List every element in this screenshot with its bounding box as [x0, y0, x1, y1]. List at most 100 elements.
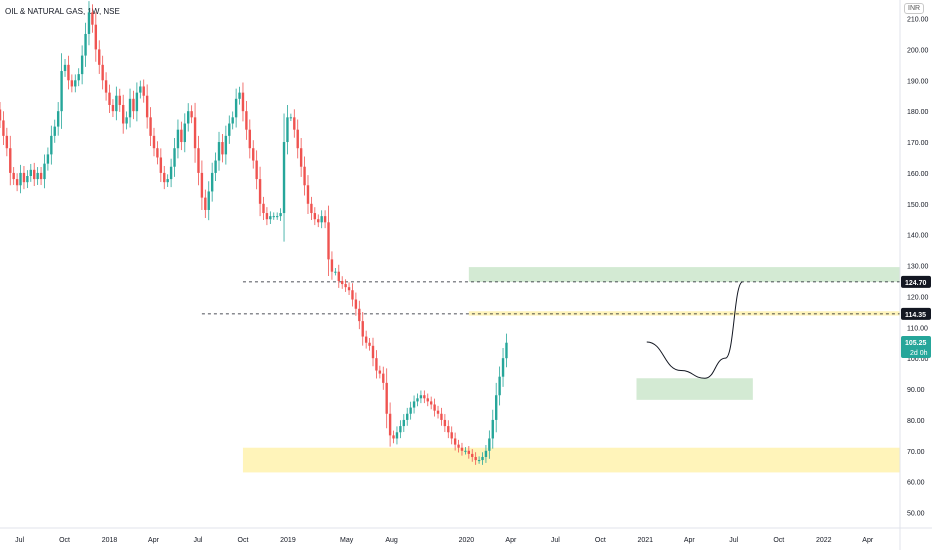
candle-body: [337, 271, 340, 281]
candle-body: [484, 450, 488, 457]
candle-body: [22, 172, 26, 183]
y-tick-label: 130.00: [907, 264, 929, 271]
x-tick-label: Jul: [551, 537, 560, 544]
candle-body: [33, 169, 36, 180]
candle-body: [197, 148, 200, 173]
candle-body: [491, 419, 494, 439]
candle-body: [450, 432, 453, 439]
candle-body: [388, 413, 392, 436]
candle-body: [111, 104, 115, 112]
candle-body: [173, 148, 176, 167]
candle-body: [125, 117, 128, 124]
yellow-resistance-zone: [468, 311, 900, 316]
candle-body: [163, 172, 166, 183]
chart-title: OIL & NATURAL GAS, 1W, NSE: [5, 7, 120, 16]
y-tick-label: 90.00: [907, 387, 925, 394]
candle-body: [303, 166, 306, 186]
candle-body: [327, 222, 330, 260]
candle-body: [5, 135, 9, 149]
candle-body: [91, 12, 94, 25]
candle-body: [193, 117, 197, 149]
x-tick-label: Oct: [238, 537, 249, 544]
candle-body: [241, 92, 245, 112]
x-tick-label: Oct: [773, 537, 784, 544]
candle-body: [180, 129, 183, 143]
x-tick-label: 2018: [102, 537, 118, 544]
candle-body: [53, 126, 56, 136]
y-tick-label: 150.00: [907, 202, 929, 209]
y-tick-label: 140.00: [907, 233, 929, 240]
candle-body: [121, 104, 125, 124]
candle-body: [443, 419, 447, 427]
candle-body: [262, 203, 265, 214]
x-tick-label: Jul: [15, 537, 24, 544]
candle-body: [204, 197, 207, 210]
candle-body: [228, 123, 231, 136]
candle-body: [19, 172, 22, 186]
candle-body: [358, 308, 361, 322]
candle-body: [269, 216, 272, 220]
x-tick-label: 2022: [816, 537, 832, 544]
x-tick-label: Apr: [684, 537, 696, 544]
x-tick-label: Apr: [505, 537, 517, 544]
y-tick-label: 100.00: [907, 356, 929, 363]
candle-body: [364, 336, 368, 343]
candle-body: [200, 172, 204, 198]
candle-body: [313, 213, 317, 220]
candle-body: [501, 358, 505, 377]
price-level-tag: [901, 307, 931, 320]
candle-body: [416, 398, 419, 402]
candle-body: [255, 160, 258, 180]
x-tick-label: Apr: [862, 537, 874, 544]
candle-body: [371, 345, 375, 359]
candle-body: [43, 163, 46, 180]
candle-body: [12, 172, 15, 180]
currency-badge[interactable]: INR: [904, 3, 925, 14]
candle-body: [457, 444, 460, 448]
candle-body: [210, 172, 214, 192]
candle-body: [464, 450, 467, 452]
candle-body: [159, 157, 163, 173]
x-tick-label: May: [340, 537, 354, 544]
candle-body: [399, 426, 402, 433]
candle-body: [289, 117, 293, 119]
candle-body: [248, 129, 252, 149]
candle-body: [190, 111, 193, 118]
candle-body: [135, 92, 139, 112]
candle-body: [29, 169, 32, 176]
y-tick-label: 170.00: [907, 140, 929, 147]
candle-body: [238, 92, 241, 99]
candle-body: [187, 111, 190, 124]
y-tick-label: 60.00: [907, 480, 925, 487]
candle-body: [115, 95, 118, 112]
y-tick-label: 70.00: [907, 449, 925, 456]
candle-body: [423, 395, 426, 399]
price-level-label: 124.70: [905, 280, 927, 287]
candle-body: [221, 142, 224, 155]
candle-body: [245, 111, 248, 130]
candle-body: [156, 148, 159, 158]
candle-body: [474, 456, 477, 461]
candle-body: [87, 12, 91, 34]
candle-body: [347, 287, 351, 291]
candle-body: [293, 117, 296, 130]
candle-body: [320, 216, 323, 223]
candle-body: [132, 98, 135, 112]
projection-curve: [646, 281, 744, 379]
y-tick-label: 110.00: [907, 325, 928, 332]
candle-body: [108, 92, 111, 105]
candle-body: [252, 148, 255, 161]
candle-body: [505, 342, 508, 359]
price-level-tag: [901, 275, 931, 288]
x-tick-label: Oct: [59, 537, 70, 544]
y-tick-label: 180.00: [907, 109, 929, 116]
x-tick-label: Jul: [194, 537, 203, 544]
candle-body: [152, 135, 156, 149]
candle-body: [60, 71, 63, 112]
candle-body: [402, 419, 405, 427]
x-tick-label: 2021: [638, 537, 654, 544]
last-price-label: 105.25: [905, 340, 927, 347]
candle-body: [447, 426, 450, 433]
candle-body: [378, 370, 382, 374]
